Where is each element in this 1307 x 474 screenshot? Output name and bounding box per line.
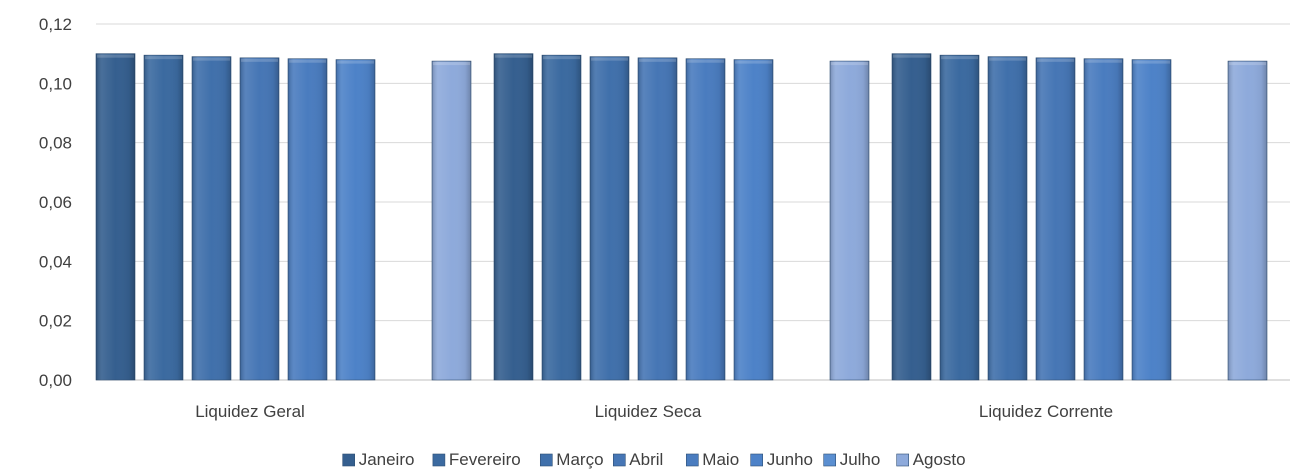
bar xyxy=(431,60,472,381)
y-tick-label: 0,04 xyxy=(39,252,72,271)
bar xyxy=(637,57,678,381)
bar xyxy=(589,56,630,381)
bar xyxy=(335,59,376,381)
legend-swatch xyxy=(685,453,699,467)
legend-label: Junho xyxy=(767,450,813,469)
legend-item: Maio xyxy=(685,450,739,469)
bar xyxy=(891,53,932,381)
y-tick-label: 0,00 xyxy=(39,371,72,390)
y-tick-label: 0,06 xyxy=(39,193,72,212)
legend-swatch xyxy=(896,453,910,467)
bar xyxy=(191,56,232,381)
bar xyxy=(685,58,726,381)
bar xyxy=(1227,60,1268,381)
legend-label: Agosto xyxy=(913,450,966,469)
bar xyxy=(1131,59,1172,381)
legend-swatch xyxy=(342,453,356,467)
y-tick-label: 0,08 xyxy=(39,134,72,153)
y-tick-label: 0,12 xyxy=(39,15,72,34)
bar xyxy=(939,54,980,381)
legend-swatch xyxy=(432,453,446,467)
legend-item: Janeiro xyxy=(342,450,415,469)
bar xyxy=(493,53,534,381)
legend-item: Fevereiro xyxy=(432,450,521,469)
legend-item: Agosto xyxy=(896,450,966,469)
legend-swatch xyxy=(612,453,626,467)
category-label: Liquidez Seca xyxy=(595,402,702,421)
bar xyxy=(239,57,280,381)
bar xyxy=(541,54,582,381)
bar xyxy=(733,59,774,381)
bar xyxy=(987,56,1028,381)
legend-label: Fevereiro xyxy=(449,450,521,469)
legend-item: Abril xyxy=(612,450,663,469)
legend-swatch xyxy=(750,453,764,467)
legend-label: Julho xyxy=(840,450,881,469)
y-axis-tick-labels: 0,00 0,02 0,04 0,06 0,08 0,10 0,12 xyxy=(39,15,72,390)
legend-swatch xyxy=(539,453,553,467)
bar xyxy=(95,53,136,381)
legend-swatch xyxy=(823,453,837,467)
category-label: Liquidez Geral xyxy=(195,402,305,421)
bars xyxy=(95,53,1268,381)
legend-item: Março xyxy=(539,450,604,469)
bar xyxy=(829,60,870,381)
legend-label: Maio xyxy=(702,450,739,469)
x-axis-category-labels: Liquidez Geral Liquidez Seca Liquidez Corr… xyxy=(195,402,1113,421)
category-label: Liquidez Corrente xyxy=(979,402,1113,421)
legend-label: Abril xyxy=(629,450,663,469)
legend-label: Janeiro xyxy=(359,450,415,469)
bar xyxy=(287,58,328,381)
legend-label: Março xyxy=(556,450,603,469)
y-tick-label: 0,02 xyxy=(39,312,72,331)
legend-item: Junho xyxy=(750,450,813,469)
bar xyxy=(1035,57,1076,381)
bar xyxy=(143,54,184,381)
bar xyxy=(1083,58,1124,381)
legend-item: Julho xyxy=(823,450,881,469)
legend: Janeiro Fevereiro Março Abril Maio Junho Julho… xyxy=(342,450,966,469)
y-tick-label: 0,10 xyxy=(39,74,72,93)
